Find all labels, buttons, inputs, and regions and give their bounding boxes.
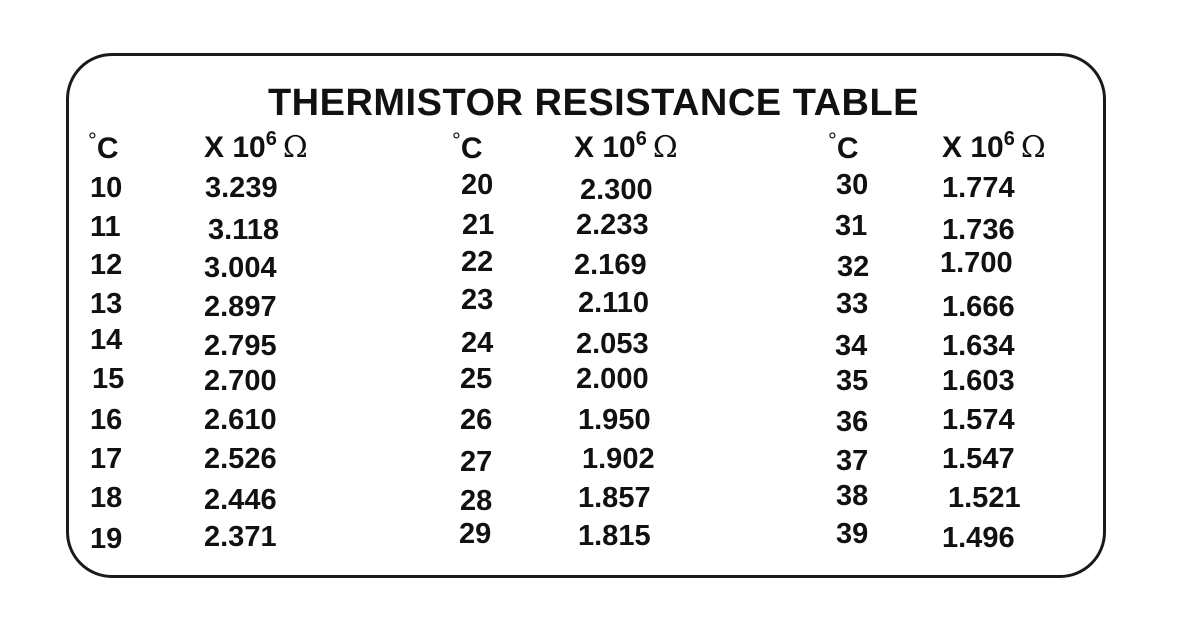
- value-cell: 2.700: [204, 365, 277, 398]
- value-cell: 2.053: [576, 327, 649, 360]
- value-header: X 106 Ω: [204, 128, 308, 165]
- value-cell: 1.774: [942, 172, 1015, 204]
- value-cell: 2.110: [578, 287, 649, 320]
- temp-cell: 32: [837, 251, 870, 284]
- value-cell: 1.496: [942, 522, 1015, 555]
- value-cell: 1.857: [578, 481, 651, 514]
- temp-cell: 15: [92, 363, 125, 396]
- temp-cell: 25: [460, 363, 493, 396]
- value-cell: 1.815: [578, 520, 651, 553]
- temp-header: °C: [452, 128, 482, 166]
- temp-cell: 13: [90, 288, 123, 321]
- value-cell: 2.000: [576, 363, 649, 396]
- value-cell: 2.897: [204, 291, 277, 324]
- value-cell: 1.521: [948, 481, 1021, 514]
- temp-cell: 39: [836, 518, 869, 551]
- ohm-symbol: Ω: [1020, 130, 1046, 165]
- value-cell: 1.700: [940, 247, 1013, 280]
- ohm-symbol: Ω: [652, 130, 678, 165]
- degree-symbol: °: [88, 128, 97, 153]
- temp-cell: 38: [836, 479, 869, 512]
- temp-unit: C: [96, 132, 119, 165]
- value-cell: 1.736: [942, 213, 1015, 246]
- temp-cell: 33: [836, 288, 869, 321]
- exponent: 6: [635, 128, 647, 150]
- temp-cell: 34: [835, 329, 868, 362]
- temp-cell: 12: [90, 249, 123, 282]
- temp-cell: 19: [90, 523, 123, 556]
- value-cell: 2.526: [204, 442, 277, 475]
- temp-cell: 11: [90, 210, 121, 243]
- value-cell: 2.371: [204, 521, 277, 554]
- temp-header: °C: [828, 128, 858, 166]
- table-title: THERMISTOR RESISTANCE TABLE: [267, 82, 920, 124]
- value-cell: 3.118: [208, 213, 279, 246]
- value-cell: 2.300: [580, 174, 653, 206]
- temp-cell: 28: [460, 484, 493, 517]
- temp-cell: 30: [836, 169, 869, 201]
- value-prefix: X 10: [204, 131, 266, 164]
- value-cell: 2.795: [204, 329, 277, 362]
- exponent: 6: [265, 128, 277, 150]
- temp-cell: 17: [90, 442, 123, 475]
- value-cell: 3.239: [205, 172, 278, 204]
- degree-symbol: °: [828, 128, 837, 153]
- value-cell: 1.950: [578, 404, 651, 437]
- value-cell: 1.902: [582, 442, 655, 475]
- value-prefix: X 10: [574, 131, 636, 164]
- value-cell: 2.610: [204, 404, 277, 437]
- ohm-symbol: Ω: [282, 130, 308, 165]
- temp-cell: 27: [460, 445, 493, 478]
- temp-cell: 31: [835, 209, 868, 242]
- table-card: [66, 53, 1106, 578]
- value-cell: 1.603: [942, 365, 1015, 398]
- value-cell: 3.004: [204, 252, 277, 285]
- value-cell: 2.169: [574, 249, 647, 282]
- degree-symbol: °: [452, 128, 461, 153]
- temp-cell: 10: [90, 172, 123, 204]
- exponent: 6: [1003, 128, 1015, 150]
- temp-cell: 16: [90, 404, 123, 437]
- value-cell: 2.446: [204, 483, 277, 516]
- temp-cell: 14: [90, 323, 123, 356]
- value-cell: 2.233: [576, 208, 649, 241]
- temp-unit: C: [460, 132, 483, 165]
- temp-cell: 35: [836, 365, 869, 398]
- temp-cell: 29: [459, 518, 492, 551]
- temp-header: °C: [88, 128, 118, 166]
- temp-cell: 24: [461, 326, 494, 359]
- temp-cell: 22: [461, 246, 494, 279]
- value-header: X 106 Ω: [942, 128, 1046, 165]
- value-cell: 1.666: [942, 291, 1015, 324]
- temp-cell: 37: [836, 444, 869, 477]
- temp-cell: 23: [461, 284, 494, 317]
- value-cell: 1.634: [942, 329, 1015, 362]
- value-prefix: X 10: [942, 131, 1004, 164]
- temp-cell: 18: [90, 481, 123, 514]
- temp-cell: 21: [462, 208, 495, 241]
- temp-cell: 26: [460, 404, 493, 437]
- value-cell: 1.574: [942, 404, 1015, 437]
- temp-unit: C: [836, 132, 859, 165]
- value-cell: 1.547: [942, 442, 1015, 475]
- temp-cell: 36: [836, 406, 869, 439]
- temp-cell: 20: [461, 169, 494, 201]
- value-header: X 106 Ω: [574, 128, 678, 165]
